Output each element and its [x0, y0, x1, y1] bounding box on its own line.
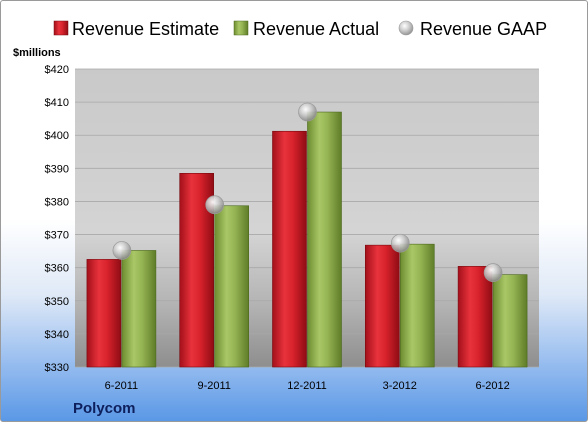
x-tick-label: 6-2011: [105, 380, 138, 392]
y-tick-label: $400: [45, 130, 69, 142]
legend-item-gaap: Revenue GAAP: [398, 19, 547, 39]
y-axis-ticks: $330 $340 $350 $360 $370 $380 $390 $400 $410 $420: [45, 64, 69, 374]
marker-gaap: [483, 263, 503, 282]
bars: [86, 111, 528, 368]
bar-actual: [307, 111, 342, 368]
marker-gaap: [205, 195, 225, 215]
bar-estimate: [457, 266, 493, 368]
y-tick-label: $360: [45, 263, 69, 275]
y-tick-label: $380: [45, 196, 69, 208]
y-tick-label: $350: [45, 296, 69, 308]
legend-label-actual: Revenue Actual: [253, 19, 379, 39]
x-tick-label: 3-2012: [383, 380, 417, 392]
legend: Revenue Estimate Revenue Actual Revenue …: [53, 19, 547, 39]
legend-item-actual: Revenue Actual: [233, 19, 379, 39]
legend-label-gaap: Revenue GAAP: [420, 19, 547, 39]
bar-actual: [121, 250, 157, 368]
x-tick-label: 9-2011: [197, 380, 230, 392]
bar-actual: [214, 205, 249, 368]
bar-estimate: [272, 130, 307, 368]
x-tick-label: 12-2011: [287, 380, 327, 392]
bar-estimate: [364, 244, 400, 368]
legend-marker-gaap: [398, 20, 414, 36]
y-tick-label: $410: [45, 97, 69, 109]
legend-item-estimate: Revenue Estimate: [53, 19, 219, 39]
bar-actual: [399, 243, 435, 368]
x-axis-ticks: 6-2011 9-2011 12-2011 3-2012 6-2012: [105, 380, 510, 392]
legend-swatch-estimate: [53, 20, 69, 36]
y-tick-label: $330: [45, 362, 69, 374]
y-tick-label: $370: [45, 230, 69, 242]
y-tick-label: $390: [45, 163, 69, 175]
gaap-markers: [112, 102, 503, 282]
y-axis-label: $millions: [13, 47, 61, 59]
legend-label-estimate: Revenue Estimate: [72, 19, 219, 39]
y-tick-label: $340: [45, 329, 69, 341]
x-tick-label: 6-2012: [475, 380, 509, 392]
legend-swatch-actual: [233, 20, 249, 36]
bar-actual: [492, 274, 528, 368]
marker-gaap: [390, 233, 410, 253]
y-tick-label: $420: [45, 64, 69, 76]
marker-gaap: [112, 241, 132, 260]
bar-estimate: [86, 259, 122, 368]
company-name: Polycom: [73, 400, 136, 417]
marker-gaap: [298, 102, 317, 122]
